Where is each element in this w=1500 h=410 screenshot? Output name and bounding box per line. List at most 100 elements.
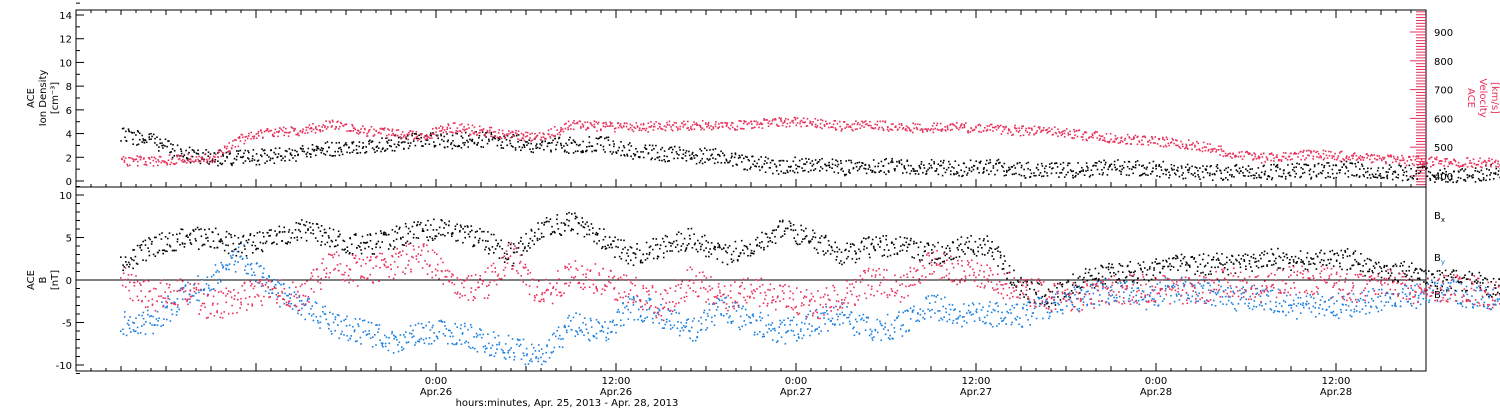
- density-point: [1369, 177, 1372, 179]
- density-point: [900, 159, 903, 161]
- density-point: [517, 134, 520, 136]
- density-point: [418, 134, 420, 136]
- density-point: [241, 156, 244, 159]
- velocity-point: [416, 135, 419, 138]
- density-point: [1415, 173, 1418, 175]
- velocity-point: [1410, 159, 1413, 161]
- density-point: [236, 155, 238, 158]
- bx-point: [246, 241, 249, 244]
- bx-point: [430, 224, 432, 226]
- bx-point: [871, 238, 874, 241]
- velocity-point: [337, 120, 339, 123]
- velocity-point: [168, 154, 171, 156]
- velocity-point: [503, 134, 506, 136]
- velocity-point: [1196, 148, 1198, 151]
- velocity-point: [1159, 145, 1162, 147]
- density-point: [1229, 174, 1231, 176]
- density-point: [792, 160, 795, 163]
- density-point: [1344, 172, 1346, 175]
- velocity-point: [1239, 155, 1242, 158]
- density-point: [1379, 173, 1381, 175]
- velocity-point: [881, 126, 883, 129]
- velocity-point: [522, 134, 525, 137]
- bx-point: [788, 220, 791, 223]
- density-point: [486, 142, 489, 145]
- density-point: [1175, 173, 1177, 176]
- density-point: [966, 172, 969, 174]
- bx-point: [901, 249, 904, 252]
- bx-point: [965, 241, 968, 244]
- bx-point: [905, 241, 907, 244]
- velocity-point: [1091, 133, 1094, 135]
- velocity-point: [636, 125, 639, 127]
- density-point: [1132, 172, 1134, 175]
- bx-point: [209, 245, 211, 248]
- density-point: [1042, 175, 1045, 177]
- density-point: [613, 145, 615, 148]
- bx-point: [766, 245, 769, 248]
- density-point: [840, 168, 842, 171]
- density-point: [1270, 178, 1273, 181]
- velocity-point: [1359, 155, 1362, 157]
- bx-point: [503, 252, 506, 255]
- density-point: [291, 149, 294, 151]
- density-point: [1134, 164, 1137, 166]
- velocity-point: [666, 121, 668, 124]
- velocity-point: [1024, 129, 1027, 132]
- density-point: [856, 169, 859, 172]
- velocity-point: [1047, 131, 1050, 133]
- density-point: [1067, 171, 1069, 174]
- velocity-point: [250, 138, 252, 140]
- velocity-point: [461, 123, 463, 125]
- velocity-point: [430, 133, 433, 136]
- bx-point: [205, 237, 207, 240]
- velocity-point: [224, 146, 226, 149]
- bx-point: [435, 229, 438, 231]
- density-point: [185, 149, 187, 152]
- velocity-point: [990, 123, 993, 126]
- bx-point: [680, 249, 682, 251]
- velocity-point: [171, 158, 173, 161]
- bx-point: [263, 235, 265, 238]
- density-point: [947, 166, 950, 169]
- velocity-point: [1473, 162, 1476, 165]
- density-point: [1327, 172, 1329, 174]
- density-point: [704, 161, 706, 163]
- velocity-point: [1254, 153, 1257, 156]
- density-point: [1315, 174, 1318, 177]
- bx-point: [487, 231, 489, 233]
- bx-point: [989, 247, 991, 249]
- velocity-point: [1404, 162, 1406, 164]
- velocity-point: [165, 161, 168, 164]
- bx-point: [187, 236, 189, 238]
- density-point: [393, 143, 396, 146]
- density-point: [1278, 175, 1280, 177]
- density-point: [541, 141, 543, 144]
- density-point: [386, 148, 389, 150]
- bx-point: [477, 239, 480, 242]
- velocity-point: [847, 123, 849, 126]
- bx-point: [133, 259, 135, 262]
- density-point: [446, 140, 449, 143]
- density-point: [1209, 172, 1211, 175]
- bx-point: [794, 240, 797, 243]
- density-point: [1226, 171, 1229, 173]
- density-point: [916, 170, 918, 172]
- velocity-point: [157, 159, 159, 161]
- density-point: [980, 160, 982, 163]
- density-point: [1336, 172, 1338, 175]
- bx-point: [530, 230, 533, 232]
- bx-point: [840, 260, 842, 262]
- bx-point: [316, 223, 319, 225]
- density-point: [207, 151, 210, 153]
- velocity-point: [1280, 160, 1283, 162]
- density-point: [244, 160, 247, 162]
- velocity-point: [686, 127, 688, 130]
- bx-point: [716, 258, 719, 260]
- velocity-point: [1345, 156, 1348, 159]
- velocity-point: [1191, 143, 1193, 146]
- density-point: [1164, 168, 1167, 171]
- velocity-point: [619, 123, 622, 125]
- velocity-point: [1110, 138, 1112, 141]
- bx-point: [369, 234, 372, 236]
